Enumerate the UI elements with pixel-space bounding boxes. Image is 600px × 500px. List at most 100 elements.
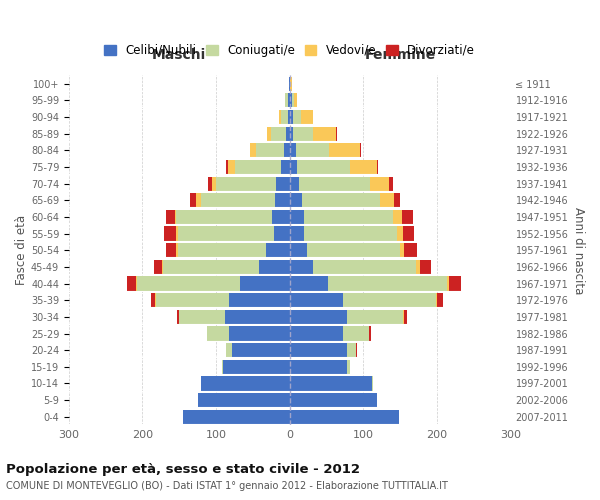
Bar [229,293,290,308]
Bar [329,143,361,158]
Bar [403,226,414,240]
Bar [289,76,290,90]
Bar [178,226,274,240]
Bar [290,93,292,108]
Bar [294,93,297,108]
Bar [290,243,307,258]
Bar [179,310,225,324]
Text: COMUNE DI MONTEVEGLIO (BO) - Dati ISTAT 1° gennaio 2012 - Elaborazione TUTTITALI: COMUNE DI MONTEVEGLIO (BO) - Dati ISTAT … [6,481,448,491]
Bar [190,193,196,208]
Bar [277,176,290,190]
Bar [347,360,350,374]
Bar [328,276,447,290]
Bar [313,126,336,140]
Bar [166,243,176,258]
Bar [250,143,256,158]
Bar [151,293,155,308]
Bar [290,143,296,158]
Bar [290,160,297,174]
Bar [290,76,292,90]
Bar [394,193,400,208]
Bar [293,110,301,124]
Bar [400,243,404,258]
Bar [266,243,290,258]
Bar [449,276,461,290]
Bar [208,176,212,190]
Bar [202,376,290,390]
Y-axis label: Fasce di età: Fasce di età [15,215,28,286]
Bar [176,243,178,258]
Bar [176,226,178,240]
Bar [290,176,299,190]
Bar [232,343,290,357]
Bar [290,326,343,340]
Bar [275,193,290,208]
Bar [290,410,398,424]
Bar [290,226,304,240]
Bar [198,393,290,407]
Bar [296,143,329,158]
Bar [286,93,287,108]
Bar [183,410,290,424]
Bar [290,343,347,357]
Bar [272,210,290,224]
Bar [271,126,286,140]
Bar [397,226,403,240]
Text: Maschi: Maschi [152,48,206,62]
Bar [343,326,369,340]
Bar [290,276,328,290]
Bar [301,110,313,124]
Bar [280,110,281,124]
Bar [297,160,350,174]
Bar [239,276,290,290]
Bar [136,276,137,290]
Bar [299,176,370,190]
Bar [313,260,416,274]
Bar [290,193,302,208]
Bar [207,326,229,340]
Bar [137,276,239,290]
Bar [447,276,449,290]
Bar [281,160,290,174]
Bar [274,226,290,240]
Bar [290,293,343,308]
Bar [290,110,293,124]
Bar [175,210,176,224]
Bar [290,210,304,224]
Bar [290,376,372,390]
Bar [177,310,179,324]
Bar [164,226,176,240]
Bar [216,176,277,190]
Bar [290,126,293,140]
Bar [161,260,163,274]
Bar [290,360,347,374]
Bar [404,243,417,258]
Bar [229,326,290,340]
Bar [226,160,228,174]
Bar [235,160,281,174]
Text: Femmine: Femmine [365,48,436,62]
Bar [290,260,313,274]
Bar [200,376,202,390]
Bar [393,210,401,224]
Bar [350,160,377,174]
Bar [156,293,229,308]
Bar [284,143,290,158]
Bar [380,193,394,208]
Bar [437,293,443,308]
Bar [154,260,161,274]
Legend: Celibi/Nubili, Coniugati/e, Vedovi/e, Divorziati/e: Celibi/Nubili, Coniugati/e, Vedovi/e, Di… [100,39,480,62]
Bar [356,343,357,357]
Bar [293,126,313,140]
Bar [304,226,397,240]
Bar [127,276,136,290]
Bar [377,160,378,174]
Bar [178,243,266,258]
Bar [287,110,290,124]
Bar [212,176,216,190]
Bar [347,310,403,324]
Bar [436,293,437,308]
Bar [226,343,232,357]
Bar [420,260,431,274]
Bar [372,376,373,390]
